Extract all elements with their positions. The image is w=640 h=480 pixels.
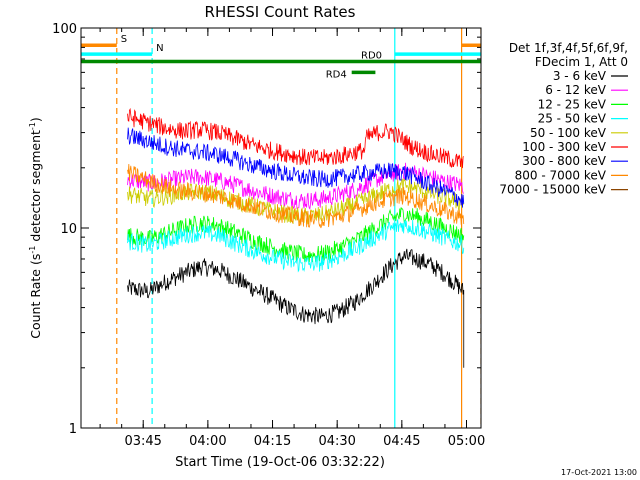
state-bar-label-s: S [121, 34, 127, 45]
y-axis-label-sup2: -1 [28, 122, 37, 130]
legend-header-line-1: Det 1f,3f,4f,5f,6f,9f, [509, 41, 628, 55]
axes: 1 10 100 03:45 04:00 04:15 04:30 04:45 05:00 [52, 22, 485, 449]
y-axis-label-mid: detector segment [28, 130, 43, 246]
legend-header-line-2: FDecim 1, Att 0 [535, 55, 628, 69]
x-tick-label-6: 05:00 [448, 434, 485, 449]
y-axis-label-main: Count Rate (s [28, 254, 43, 339]
series-line-4 [127, 218, 465, 273]
y-tick-label-1: 1 [69, 422, 77, 437]
y-tick-label-3: 100 [52, 22, 77, 37]
legend-entry-label-1: 3 - 6 keV [553, 69, 607, 83]
legend-entry-label-3: 12 - 25 keV [538, 97, 607, 111]
y-axis-label: Count Rate (s-1 detector segment-1) [28, 117, 43, 339]
series-line-7 [127, 127, 465, 208]
series-line-8 [127, 164, 465, 229]
y-tick-label-2: 10 [60, 222, 77, 237]
footer-date: 17-Oct-2021 13:00 [561, 468, 637, 477]
series-line-3 [127, 207, 465, 263]
chart-title: RHESSI Count Rates [205, 3, 356, 21]
x-tick-label-5: 04:45 [383, 434, 420, 449]
series-line-6 [127, 107, 464, 169]
x-tick-label-3: 04:15 [254, 434, 291, 449]
x-tick-label-2: 04:00 [189, 434, 226, 449]
state-bar-label-n: N [156, 43, 163, 54]
legend-entry-label-2: 6 - 12 keV [545, 83, 607, 97]
legend-entry-label-6: 100 - 300 keV [522, 140, 606, 154]
legend-entry-label-4: 25 - 50 keV [538, 112, 607, 126]
y-axis-label-sup1: -1 [28, 246, 37, 254]
legend: Det 1f,3f,4f,5f,6f,9f, FDecim 1, Att 0 3… [499, 41, 628, 197]
series-line-1 [127, 248, 465, 368]
legend-entry-label-5: 50 - 100 keV [530, 126, 607, 140]
x-tick-label-1: 03:45 [124, 434, 161, 449]
plot-content [81, 28, 481, 428]
y-axis-label-end: ) [28, 117, 43, 122]
legend-entry-label-7: 300 - 800 keV [522, 154, 606, 168]
state-bar-label-rd4: RD4 [326, 69, 347, 80]
plot-area: S N RD0 RD4 [81, 28, 481, 428]
legend-entry-label-9: 7000 - 15000 keV [499, 183, 606, 197]
legend-entry-label-8: 800 - 7000 keV [515, 168, 607, 182]
x-axis-label: Start Time (19-Oct-06 03:32:22) [175, 455, 385, 470]
state-bar-label-rd0: RD0 [361, 50, 382, 61]
x-tick-label-4: 04:30 [318, 434, 355, 449]
